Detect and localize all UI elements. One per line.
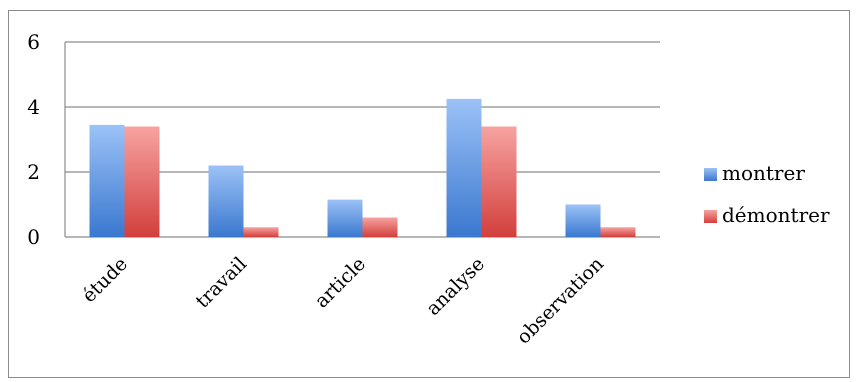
y-tick-label: 4 [27, 95, 40, 119]
bar-démontrer-travail [243, 227, 279, 237]
x-tick-label: observation [512, 253, 608, 349]
bar-montrer-analyse [446, 98, 482, 237]
bar-démontrer-article [362, 217, 398, 237]
bar-montrer-article [327, 199, 363, 237]
y-tick-label: 0 [27, 225, 40, 249]
x-tick-label: étude [78, 253, 132, 307]
bar-démontrer-observation [600, 227, 636, 237]
bar-montrer-travail [208, 165, 244, 237]
x-tick-label: analyse [422, 253, 489, 320]
bar-montrer-observation [565, 204, 601, 237]
y-tick-label: 6 [27, 30, 40, 54]
legend-label-démontrer: démontrer [722, 203, 830, 227]
gridlines [65, 41, 660, 173]
bar-montrer-étude [89, 124, 125, 237]
y-tick-label: 2 [27, 160, 40, 184]
legend-label-montrer: montrer [722, 161, 805, 185]
x-tick-labels: étude travail article analyse observation [78, 253, 608, 349]
y-tick-labels: 0 2 4 6 [27, 30, 40, 249]
bar-démontrer-analyse [481, 126, 517, 237]
legend: montrer démontrer [704, 161, 830, 227]
bars [89, 98, 636, 237]
bar-démontrer-étude [124, 126, 160, 237]
legend-swatch-montrer [704, 168, 717, 181]
legend-swatch-démontrer [704, 210, 717, 223]
x-tick-label: article [311, 253, 370, 312]
x-tick-label: travail [191, 253, 251, 313]
